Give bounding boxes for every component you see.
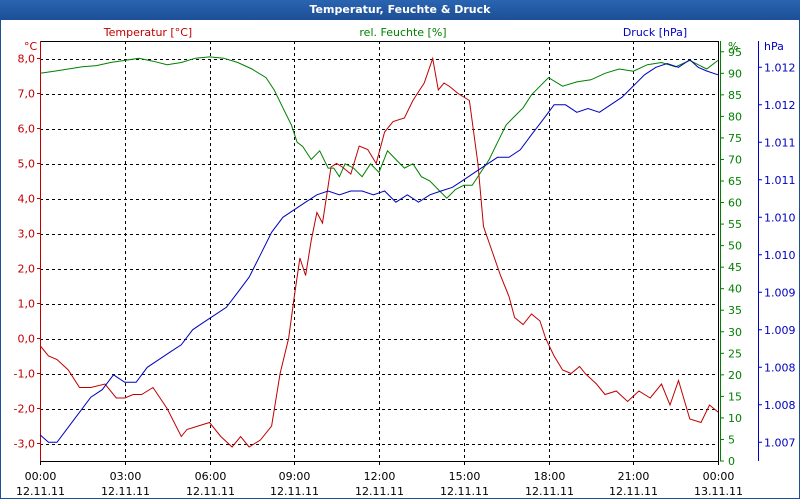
- humidity-tick-label: 25: [728, 347, 742, 360]
- humidity-tick-label: 15: [728, 390, 742, 403]
- pressure-tick-label: 1.008: [764, 399, 796, 412]
- humidity-tick-label: 10: [728, 412, 742, 425]
- humidity-tick-label: 55: [728, 218, 742, 231]
- humidity-tick-label: 60: [728, 197, 742, 210]
- temperature-series-line: [39, 56, 719, 448]
- temperature-unit: °C: [24, 40, 38, 53]
- x-tick-date: 12.11.11: [270, 485, 319, 498]
- humidity-tick-label: 45: [728, 261, 742, 274]
- temperature-tick-label: 3,0: [18, 228, 36, 241]
- x-tick-date: 12.11.11: [16, 485, 65, 498]
- x-tick-date: 12.11.11: [101, 485, 150, 498]
- axis-labels: 00:00 12.11.11 03:00 12.11.11 06:00 12.11.11 0…: [14, 26, 796, 498]
- series-lines: [39, 56, 719, 448]
- pressure-tick-label: 1.010: [764, 249, 796, 262]
- chart-title-bar: Temperatur, Feuchte & Druck: [0, 0, 800, 20]
- pressure-tick-label: 1.008: [764, 361, 796, 374]
- temperature-series-label: Temperatur [°C]: [103, 26, 192, 39]
- temperature-tick-label: 4,0: [18, 193, 36, 206]
- axes: [37, 41, 762, 465]
- humidity-tick-label: 70: [728, 153, 742, 166]
- humidity-tick-label: 30: [728, 326, 742, 339]
- pressure-tick-label: 1.011: [764, 174, 796, 187]
- x-tick-time: 06:00: [195, 470, 227, 483]
- humidity-tick-label: 50: [728, 240, 742, 253]
- x-tick-date: 13.11.11: [694, 485, 743, 498]
- temperature-tick-label: 7,0: [18, 88, 36, 101]
- humidity-series-line: [39, 56, 719, 199]
- humidity-tick-label: 80: [728, 110, 742, 123]
- x-tick-date: 12.11.11: [525, 485, 574, 498]
- temperature-tick-label: 2,0: [18, 263, 36, 276]
- pressure-tick-label: 1.011: [764, 136, 796, 149]
- x-tick-date: 12.11.11: [355, 485, 404, 498]
- chart-title: Temperatur, Feuchte & Druck: [309, 3, 491, 16]
- pressure-tick-label: 1.012: [764, 61, 796, 74]
- x-tick-time: 03:00: [110, 470, 142, 483]
- x-tick-date: 12.11.11: [186, 485, 235, 498]
- temperature-tick-label: 6,0: [18, 123, 36, 136]
- humidity-tick-label: 5: [728, 433, 735, 446]
- pressure-tick-label: 1.009: [764, 286, 796, 299]
- humidity-tick-label: 0: [728, 455, 735, 468]
- x-tick-time: 00:00: [25, 470, 57, 483]
- x-tick-date: 12.11.11: [609, 485, 658, 498]
- temperature-tick-label: -2,0: [14, 403, 35, 416]
- pressure-series-label: Druck [hPa]: [623, 26, 687, 39]
- humidity-tick-label: 85: [728, 89, 742, 102]
- humidity-tick-label: 65: [728, 175, 742, 188]
- pressure-tick-label: 1.012: [764, 99, 796, 112]
- x-tick-time: 21:00: [618, 470, 650, 483]
- x-tick-time: 00:00: [703, 470, 735, 483]
- x-tick-date: 12.11.11: [440, 485, 489, 498]
- pressure-tick-label: 1.007: [764, 436, 796, 449]
- x-tick-time: 09:00: [279, 470, 311, 483]
- x-tick-time: 12:00: [364, 470, 396, 483]
- x-tick-time: 15:00: [449, 470, 481, 483]
- temperature-tick-label: 8,0: [18, 53, 36, 66]
- pressure-tick-label: 1.009: [764, 324, 796, 337]
- temperature-tick-label: -1,0: [14, 368, 35, 381]
- pressure-series-line: [39, 59, 719, 443]
- humidity-tick-label: 95: [728, 46, 742, 59]
- temperature-tick-label: 1,0: [18, 298, 36, 311]
- temperature-tick-label: -3,0: [14, 438, 35, 451]
- x-tick-time: 18:00: [534, 470, 566, 483]
- pressure-tick-label: 1.010: [764, 211, 796, 224]
- humidity-tick-label: 40: [728, 283, 742, 296]
- grid-lines: [40, 41, 718, 461]
- humidity-unit: %: [728, 40, 738, 53]
- humidity-series-label: rel. Feuchte [%]: [359, 26, 446, 39]
- humidity-tick-label: 20: [728, 369, 742, 382]
- temperature-tick-label: 5,0: [18, 158, 36, 171]
- temperature-tick-label: 0,0: [18, 333, 36, 346]
- humidity-tick-label: 90: [728, 67, 742, 80]
- pressure-unit: hPa: [764, 40, 784, 53]
- humidity-tick-label: 35: [728, 304, 742, 317]
- humidity-tick-label: 75: [728, 132, 742, 145]
